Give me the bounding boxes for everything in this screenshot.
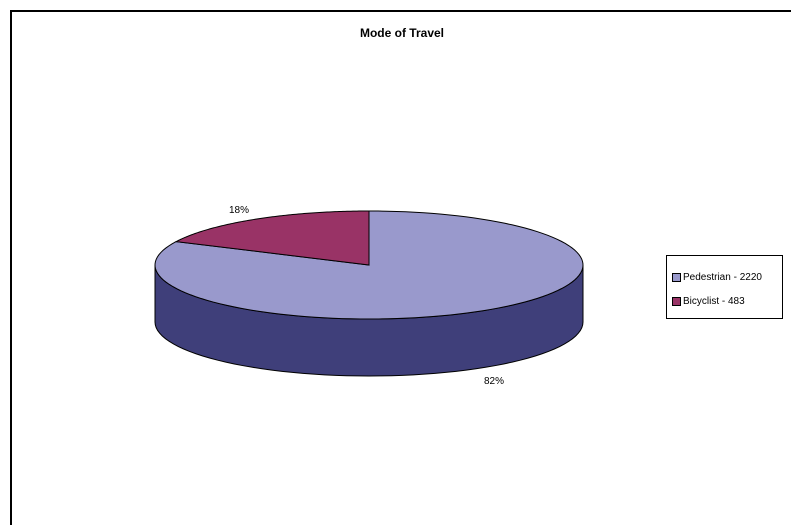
pie-group bbox=[154, 210, 584, 377]
percent-label-bicyclist: 18% bbox=[229, 205, 249, 216]
legend-item-bicyclist: Bicyclist - 483 bbox=[672, 296, 745, 307]
legend-label-bicyclist: Bicyclist - 483 bbox=[683, 296, 745, 307]
pie-slice-bicyclist bbox=[174, 210, 370, 266]
legend-label-pedestrian: Pedestrian - 2220 bbox=[683, 272, 762, 283]
chart-title: Mode of Travel bbox=[360, 26, 444, 40]
legend-swatch-bicyclist bbox=[672, 297, 681, 306]
legend-item-pedestrian: Pedestrian - 2220 bbox=[672, 272, 762, 283]
legend-swatch-pedestrian bbox=[672, 273, 681, 282]
percent-label-pedestrian: 82% bbox=[484, 376, 504, 387]
legend: Pedestrian - 2220 Bicyclist - 483 bbox=[666, 255, 783, 319]
